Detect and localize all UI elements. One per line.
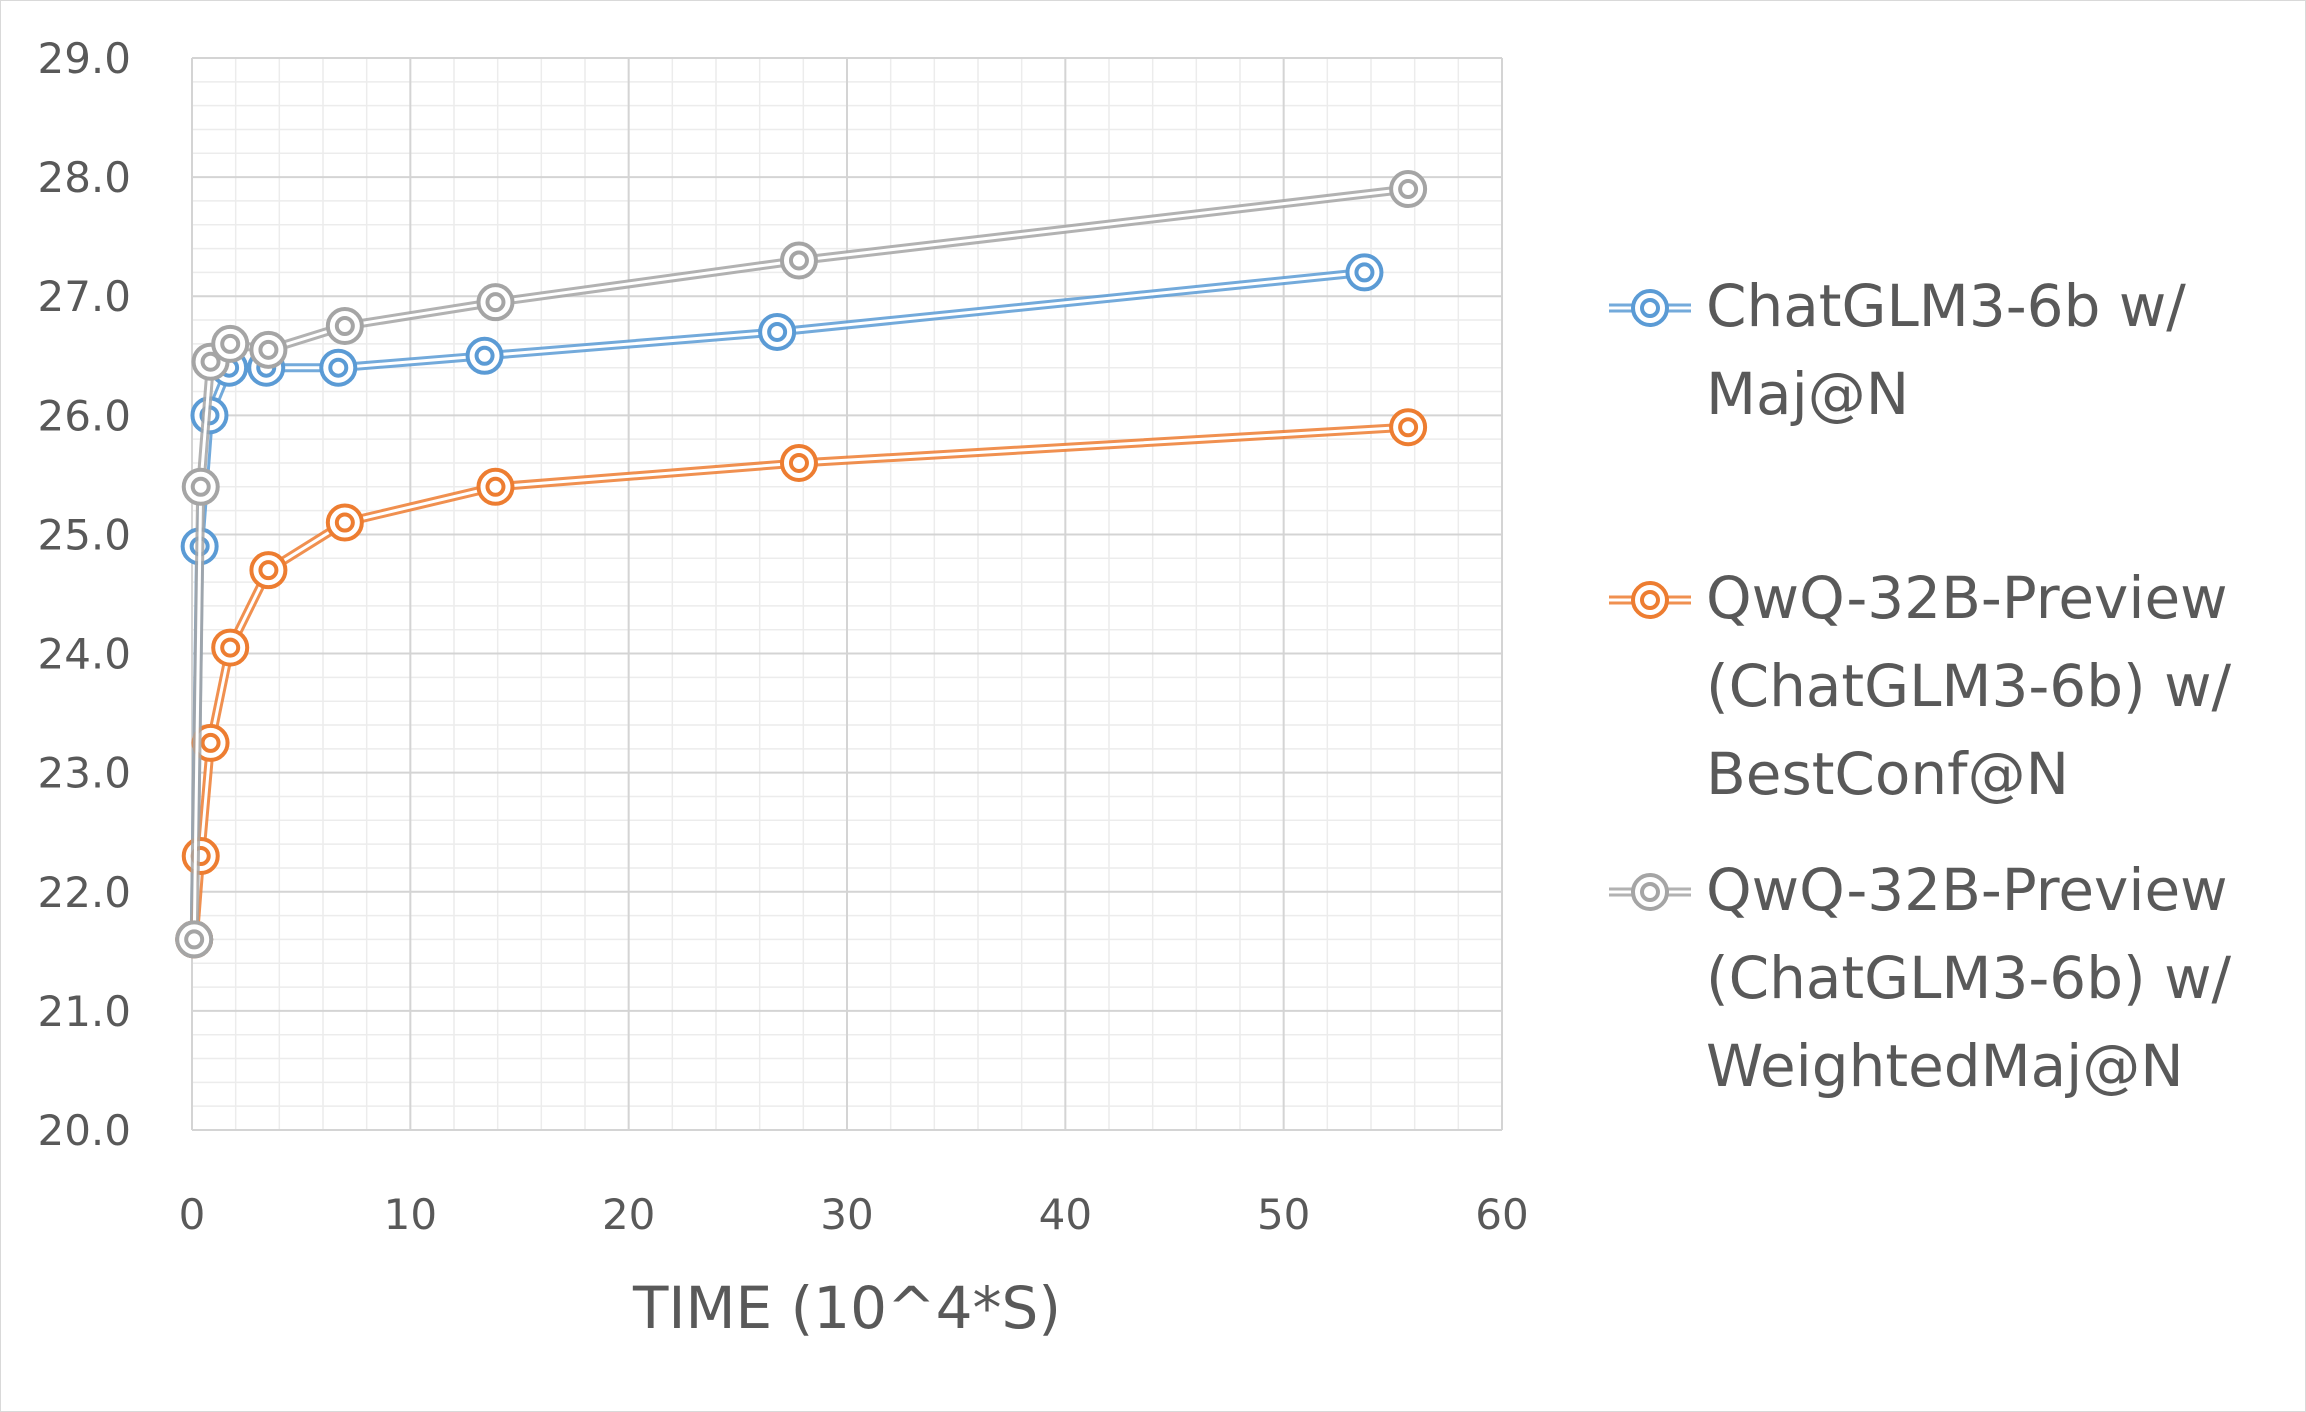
legend-entry-2: QwQ-32B-Preview (ChatGLM3-6b) w/BestConf@… bbox=[1609, 564, 2232, 808]
data-point-inner bbox=[328, 357, 349, 378]
legend-label: (ChatGLM3-6b) w/ bbox=[1706, 944, 2232, 1012]
data-point bbox=[181, 467, 220, 506]
y-tick-label: 23.0 bbox=[37, 749, 131, 798]
x-tick-label: 40 bbox=[1039, 1190, 1092, 1239]
x-tick-label: 20 bbox=[602, 1190, 655, 1239]
data-point bbox=[211, 628, 250, 667]
data-point bbox=[1389, 408, 1428, 447]
legend-marker-inner bbox=[1640, 590, 1660, 610]
x-tick-label: 60 bbox=[1475, 1190, 1528, 1239]
x-tick-label: 50 bbox=[1257, 1190, 1310, 1239]
grid-layer bbox=[191, 57, 1503, 1131]
y-tick-label: 25.0 bbox=[37, 510, 131, 559]
data-point bbox=[249, 330, 288, 369]
data-point-inner bbox=[334, 512, 355, 533]
data-point bbox=[1389, 170, 1428, 209]
data-point bbox=[779, 241, 818, 280]
data-point-inner bbox=[334, 316, 355, 336]
data-point-inner bbox=[767, 321, 788, 342]
data-point bbox=[211, 324, 250, 363]
data-point-inner bbox=[788, 452, 809, 473]
y-tick-label: 22.0 bbox=[37, 868, 131, 917]
legend-label: BestConf@N bbox=[1706, 740, 2069, 808]
y-tick-label: 28.0 bbox=[37, 153, 131, 202]
data-point-inner bbox=[788, 250, 809, 271]
series-line bbox=[189, 422, 1409, 940]
data-point-inner bbox=[1398, 417, 1419, 438]
x-tick-label: 0 bbox=[179, 1190, 206, 1239]
series-2 bbox=[175, 408, 1428, 959]
series-line bbox=[189, 184, 1409, 940]
data-point-inner bbox=[485, 476, 506, 497]
x-tick-label: 10 bbox=[384, 1190, 437, 1239]
y-tick-label: 20.0 bbox=[37, 1106, 131, 1155]
legend-label: Maj@N bbox=[1706, 360, 1909, 428]
y-tick-label: 26.0 bbox=[37, 391, 131, 440]
data-point-inner bbox=[220, 333, 241, 354]
y-tick-label: 24.0 bbox=[37, 630, 131, 679]
y-tick-label: 21.0 bbox=[37, 987, 131, 1036]
legend-label: (ChatGLM3-6b) w/ bbox=[1706, 652, 2232, 720]
x-axis-title: TIME (10^4*S) bbox=[632, 1274, 1061, 1342]
series-layer bbox=[175, 170, 1428, 959]
legend-label: WeightedMaj@N bbox=[1706, 1032, 2184, 1100]
data-point bbox=[319, 348, 358, 387]
data-point-inner bbox=[190, 476, 211, 497]
series-3 bbox=[175, 170, 1428, 959]
data-point bbox=[476, 467, 515, 506]
data-point-inner bbox=[258, 560, 279, 581]
data-point bbox=[1345, 253, 1384, 292]
data-point-inner bbox=[1354, 262, 1375, 283]
data-point bbox=[325, 503, 364, 542]
data-point bbox=[476, 283, 515, 322]
data-point-inner bbox=[1398, 179, 1419, 200]
data-point bbox=[175, 920, 214, 959]
series-line-inner bbox=[192, 187, 1409, 940]
data-point-inner bbox=[474, 345, 495, 366]
data-point-inner bbox=[485, 292, 506, 313]
data-point-inner bbox=[220, 637, 241, 658]
legend-entry-1: ChatGLM3-6b w/Maj@N bbox=[1609, 272, 2186, 428]
legend-label: QwQ-32B-Preview bbox=[1706, 856, 2228, 924]
legend-label: QwQ-32B-Preview bbox=[1706, 564, 2228, 632]
data-point-inner bbox=[184, 929, 205, 950]
series-line-inner bbox=[192, 425, 1409, 940]
legend-label: ChatGLM3-6b w/ bbox=[1706, 272, 2186, 340]
axes-layer: 20.0 21.0 22.0 23.0 24.0 25.0 26.0 27.0 28.0 29.0… bbox=[37, 34, 1528, 1239]
legend-marker-inner bbox=[1640, 882, 1660, 902]
legend-entry-3: QwQ-32B-Preview (ChatGLM3-6b) w/WeightedM… bbox=[1609, 856, 2232, 1100]
data-point bbox=[325, 307, 364, 345]
data-point bbox=[181, 837, 220, 876]
data-point bbox=[465, 336, 504, 375]
legend: ChatGLM3-6b w/Maj@N QwQ-32B-Preview (ChatG… bbox=[1609, 272, 2232, 1100]
data-point-inner bbox=[200, 351, 221, 372]
data-point-inner bbox=[258, 339, 279, 360]
data-point bbox=[249, 551, 288, 590]
data-point-inner bbox=[200, 732, 221, 753]
y-tick-label: 29.0 bbox=[37, 34, 131, 83]
x-tick-label: 30 bbox=[820, 1190, 873, 1239]
data-point bbox=[779, 443, 818, 482]
y-tick-label: 27.0 bbox=[37, 272, 131, 321]
data-point bbox=[191, 723, 230, 762]
data-point bbox=[758, 312, 797, 351]
legend-marker-inner bbox=[1640, 298, 1660, 318]
